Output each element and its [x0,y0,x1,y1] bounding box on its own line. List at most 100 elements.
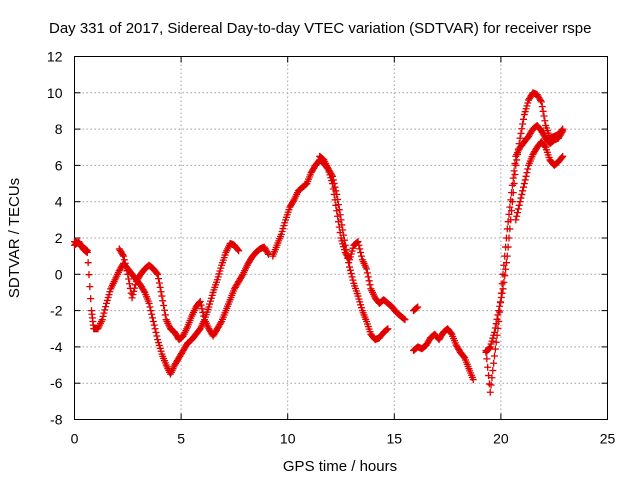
chart-title: Day 331 of 2017, Sidereal Day-to-day VTE… [49,20,591,37]
y-tick-label: 4 [55,194,63,210]
data-point [120,256,128,264]
data-point [154,270,162,278]
x-tick-label: 10 [280,431,296,447]
data-point [508,181,516,189]
data-point [522,172,530,180]
data-point [502,265,510,273]
data-point [149,317,157,325]
data-point [159,297,167,305]
data-point [196,298,204,306]
data-point [496,308,504,316]
data-point [400,315,408,323]
data-point [347,270,355,278]
data-point [503,225,511,233]
data-point [156,283,164,291]
y-tick-label: 12 [47,49,63,65]
y-tick-label: -4 [50,339,63,355]
data-point [348,273,356,281]
data-point [98,316,106,324]
data-point [120,252,128,260]
data-point [354,238,362,246]
data-point [83,249,91,257]
data-point [485,380,493,388]
data-point [346,266,354,274]
data-point [491,345,499,353]
data-point [334,218,342,226]
data-point [101,306,109,314]
data-point [200,312,208,320]
y-tick-label: 8 [55,121,63,137]
data-point [524,165,532,173]
data-point [85,271,93,279]
data-point [492,338,500,346]
x-axis-label: GPS time / hours [283,458,397,475]
data-point [365,277,373,285]
data-point [99,312,107,320]
data-point [84,259,92,267]
x-tick-label: 5 [177,431,185,447]
data-point [511,160,519,168]
data-point [146,303,154,311]
x-tick-label: 25 [600,431,616,447]
data-point [357,252,365,260]
data-point [502,234,510,242]
data-point [363,265,371,273]
data-point [364,273,372,281]
data-point [515,201,523,209]
data-point [264,249,272,257]
data-point [126,280,134,288]
data-point [516,134,524,142]
data-point [521,176,529,184]
data-point [491,352,499,360]
data-point [517,129,525,137]
data-point [158,292,166,300]
data-point [519,187,527,195]
data-point [488,374,496,382]
data-point [507,196,515,204]
data-point [329,185,337,193]
data-point [82,248,90,256]
data-point [129,291,137,299]
data-point [517,194,525,202]
data-point [537,96,545,104]
data-point [559,152,567,160]
data-point [217,319,225,327]
data-point [495,307,503,315]
data-point [145,299,153,307]
data-point [512,216,520,224]
data-point [516,198,524,206]
data-point [131,284,139,292]
y-tick-label: 2 [55,230,63,246]
data-point [520,180,528,188]
data-point [121,259,129,267]
data-point [508,189,516,197]
data-point [496,299,504,307]
x-tick-label: 0 [71,431,79,447]
data-point [559,127,567,135]
y-tick-label: 0 [55,266,63,282]
data-point [519,115,527,123]
data-point [155,279,163,287]
data-point [235,247,243,255]
data-point [197,301,205,309]
data-point [122,263,130,271]
data-point [148,310,156,318]
data-point [498,280,506,288]
data-point [506,203,514,211]
data-point [539,107,547,115]
data-point [541,142,549,150]
data-point [349,276,357,284]
data-point [413,304,421,312]
data-point [497,289,505,297]
data-point [508,207,516,215]
data-point [160,306,168,314]
data-point [150,321,158,329]
y-tick-label: 6 [55,157,63,173]
data-point [486,388,494,396]
data-point [483,355,491,363]
data-point [330,190,338,198]
data-point [518,190,526,198]
data-point [153,269,161,277]
data-point [500,261,508,269]
data-point [383,325,391,333]
